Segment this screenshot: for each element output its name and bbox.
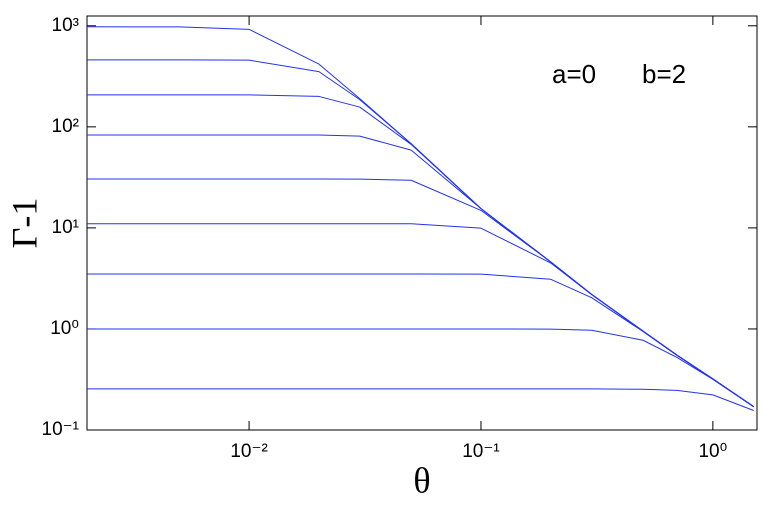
y-tick-label: 10² <box>52 116 79 137</box>
annotation: a=0 <box>552 59 596 89</box>
y-tick-label: 10⁰ <box>50 318 79 339</box>
data-line <box>87 94 754 408</box>
data-line <box>87 178 754 408</box>
data-line <box>87 328 754 408</box>
y-tick-label: 10³ <box>52 15 79 36</box>
plot-frame <box>86 15 758 431</box>
data-line <box>87 59 754 408</box>
x-tick-label: 10⁻¹ <box>462 441 500 462</box>
data-line <box>87 388 754 411</box>
annotation: b=2 <box>642 59 686 89</box>
data-line <box>87 273 754 408</box>
data-line <box>87 223 754 408</box>
y-axis-label: Γ-1 <box>4 198 44 249</box>
y-tick-label: 10⁻¹ <box>42 419 80 440</box>
x-tick-label: 10⁰ <box>698 441 727 462</box>
x-axis-label: θ <box>413 460 430 500</box>
y-tick-label: 10¹ <box>52 217 79 238</box>
data-line <box>87 134 754 408</box>
x-tick-label: 10⁻² <box>230 441 268 462</box>
